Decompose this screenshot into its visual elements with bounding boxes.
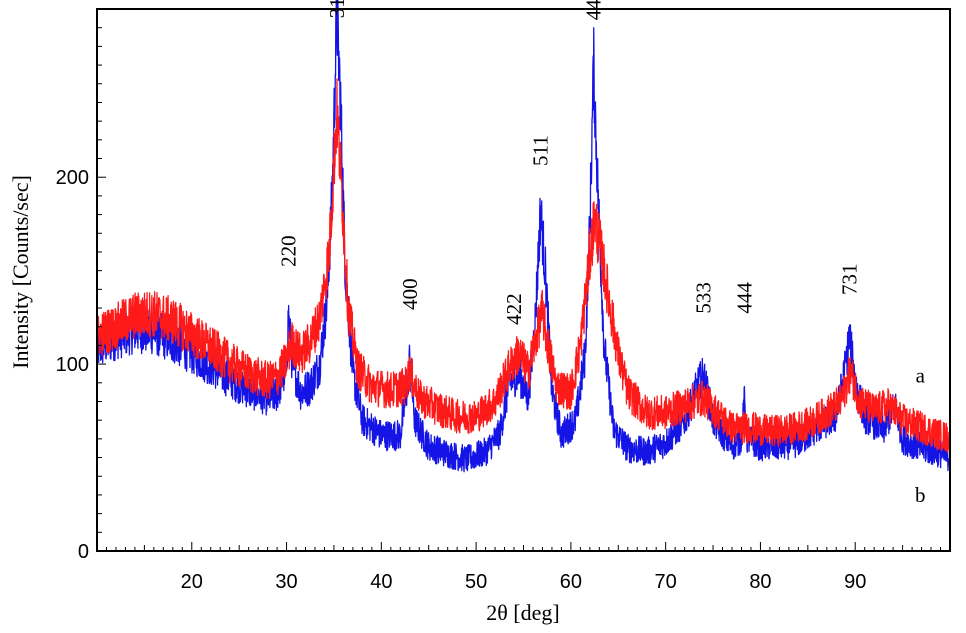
- series-tag-b: b: [915, 483, 926, 507]
- series-a-line: [96, 78, 951, 453]
- y-axis-title: Intensity [Counts/sec]: [8, 175, 33, 369]
- plot-background: [97, 9, 950, 551]
- peak-label-422: 422: [502, 293, 526, 325]
- peak-label-511: 511: [529, 135, 553, 166]
- tick-layer: 20 30 40 50 60 70 80 90 0 100 200: [56, 27, 942, 593]
- peak-label-440: 440: [582, 0, 606, 20]
- x-tick-label: 20: [181, 571, 203, 593]
- x-tick-label: 60: [560, 571, 582, 593]
- y-tick-label: 0: [78, 541, 89, 563]
- peak-label-220: 220: [277, 235, 301, 267]
- x-axis-title: 2θ [deg]: [486, 600, 559, 625]
- peak-label-400: 400: [398, 278, 422, 310]
- series-tag-a: a: [916, 363, 926, 387]
- y-tick-label: 200: [56, 167, 89, 189]
- x-tick-label: 30: [275, 571, 297, 593]
- peak-label-533: 533: [692, 282, 716, 314]
- peak-label-444: 444: [732, 282, 756, 314]
- x-tick-label: 40: [370, 571, 392, 593]
- y-tick-label: 100: [56, 354, 89, 376]
- x-tick-label: 90: [844, 571, 866, 593]
- x-tick-label: 70: [655, 571, 677, 593]
- x-tick-label: 50: [465, 571, 487, 593]
- peak-label-731: 731: [838, 264, 862, 296]
- plot-frame: [96, 8, 951, 552]
- x-tick-label: 80: [749, 571, 771, 593]
- series-layer: [96, 0, 951, 473]
